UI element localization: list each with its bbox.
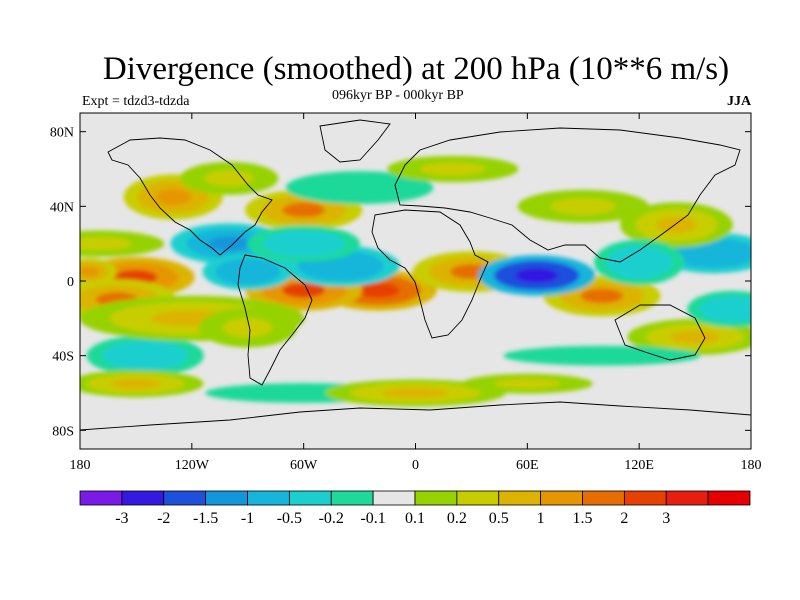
lat-tick-label: 80N <box>50 126 74 141</box>
divergence-contour-region <box>155 188 192 206</box>
divergence-contour-region <box>515 268 558 283</box>
colorbar-swatch <box>456 490 500 506</box>
divergence-contour-region <box>552 350 652 361</box>
divergence-contour-region <box>80 266 100 277</box>
divergence-contour-region <box>123 348 167 364</box>
colorbar-swatch <box>163 490 207 506</box>
colorbar-swatch <box>540 490 583 506</box>
coast-greenland <box>319 119 391 163</box>
colorbar-swatch <box>623 490 667 506</box>
colorbar-label: -0.5 <box>277 510 302 527</box>
divergence-contour-region <box>282 282 325 298</box>
lon-tick-label: 120W <box>175 458 210 473</box>
divergence-contour-region <box>283 237 325 251</box>
divergence-contour-region <box>580 288 624 304</box>
colorbar-swatch <box>414 490 458 506</box>
coast-australia <box>614 304 706 361</box>
lon-tick-label: 60E <box>516 458 539 473</box>
divergence-contour-region <box>419 162 486 176</box>
divergence-contour-region <box>319 258 363 274</box>
divergence-contour-region <box>655 216 697 234</box>
colorbar-label: -1 <box>241 510 254 527</box>
lat-tick-label: 80S <box>52 424 74 439</box>
coast-antarctica <box>80 401 751 431</box>
colorbar-label: 1 <box>537 510 545 527</box>
lat-tick-label: 40N <box>50 200 74 215</box>
period-label: 096kyr BP - 000kyr BP <box>332 88 464 103</box>
lon-tick-label: 60W <box>290 458 318 473</box>
colorbar-swatch <box>665 490 709 506</box>
lon-tick-label: 180 <box>741 458 762 473</box>
coast-north-america <box>107 137 273 256</box>
colorbar-swatch <box>582 490 625 506</box>
colorbar-label: -0.1 <box>360 510 385 527</box>
coastlines <box>80 119 751 431</box>
lon-tick-label: 180 <box>70 458 91 473</box>
colorbar-label: -0.2 <box>319 510 344 527</box>
divergence-contour-region <box>622 254 656 271</box>
divergence-contour-region <box>670 330 720 344</box>
divergence-contour-region <box>282 202 325 218</box>
colorbar: -3 -2 -1.5 -1 -0.5 -0.2 -0.1 0.1 0.2 0.5 1 1.5 2 3 <box>79 490 751 527</box>
colorbar-label: 0.1 <box>405 510 425 527</box>
colorbar-swatch <box>372 490 416 506</box>
colorbar-swatch <box>288 490 332 506</box>
colorbar-swatch <box>247 490 290 506</box>
colorbar-label: -3 <box>115 510 128 527</box>
coast-africa <box>371 209 489 339</box>
longitude-axis: 180 120W 60W 0 60E 120E 180 <box>70 113 762 473</box>
divergence-contour-region <box>204 170 254 187</box>
colorbar-label: 0.2 <box>447 510 467 527</box>
lat-tick-label: 40S <box>52 350 74 365</box>
plot-area <box>80 113 751 449</box>
lon-tick-label: 120E <box>624 458 654 473</box>
colorbar-swatch <box>707 490 751 506</box>
colorbar-swatch <box>205 490 248 506</box>
season-label: JJA <box>727 94 752 109</box>
divergence-contour-region <box>692 245 736 261</box>
divergence-contour-region <box>382 388 449 398</box>
colorbar-swatch <box>330 490 374 506</box>
latitude-axis: 80N 40N 0 40S 80S <box>50 126 751 439</box>
divergence-contour-region <box>223 317 273 338</box>
divergence-contour-region <box>322 179 397 196</box>
lon-tick-label: 0 <box>412 458 419 473</box>
colorbar-swatch <box>121 490 165 506</box>
divergence-contour-region <box>494 378 561 389</box>
divergence-contour-region <box>231 265 265 279</box>
colorbar-label: -1.5 <box>193 510 218 527</box>
coast-south-america <box>237 254 313 386</box>
chart-title: Divergence (smoothed) at 200 hPa (10**6 … <box>102 51 730 87</box>
colorbar-swatch <box>498 490 542 506</box>
divergence-contour-region <box>80 237 132 251</box>
divergence-contour-region <box>207 236 251 252</box>
lat-tick-label: 0 <box>67 275 74 290</box>
colorbar-label: 2 <box>620 510 628 527</box>
divergence-contour-region <box>356 282 400 298</box>
coast-eurasia <box>394 127 741 263</box>
divergence-contour-region <box>550 198 617 215</box>
divergence-contour-region <box>111 378 161 389</box>
colorbar-label: 1.5 <box>573 510 593 527</box>
divergence-contours <box>80 155 751 407</box>
colorbar-swatch <box>79 490 123 506</box>
colorbar-label: 0.5 <box>489 510 509 527</box>
divergence-contour-region <box>715 302 749 316</box>
colorbar-label: -2 <box>157 510 170 527</box>
experiment-label: Expt = tdzd3-tdzda <box>82 94 190 109</box>
colorbar-label: 3 <box>662 510 670 527</box>
